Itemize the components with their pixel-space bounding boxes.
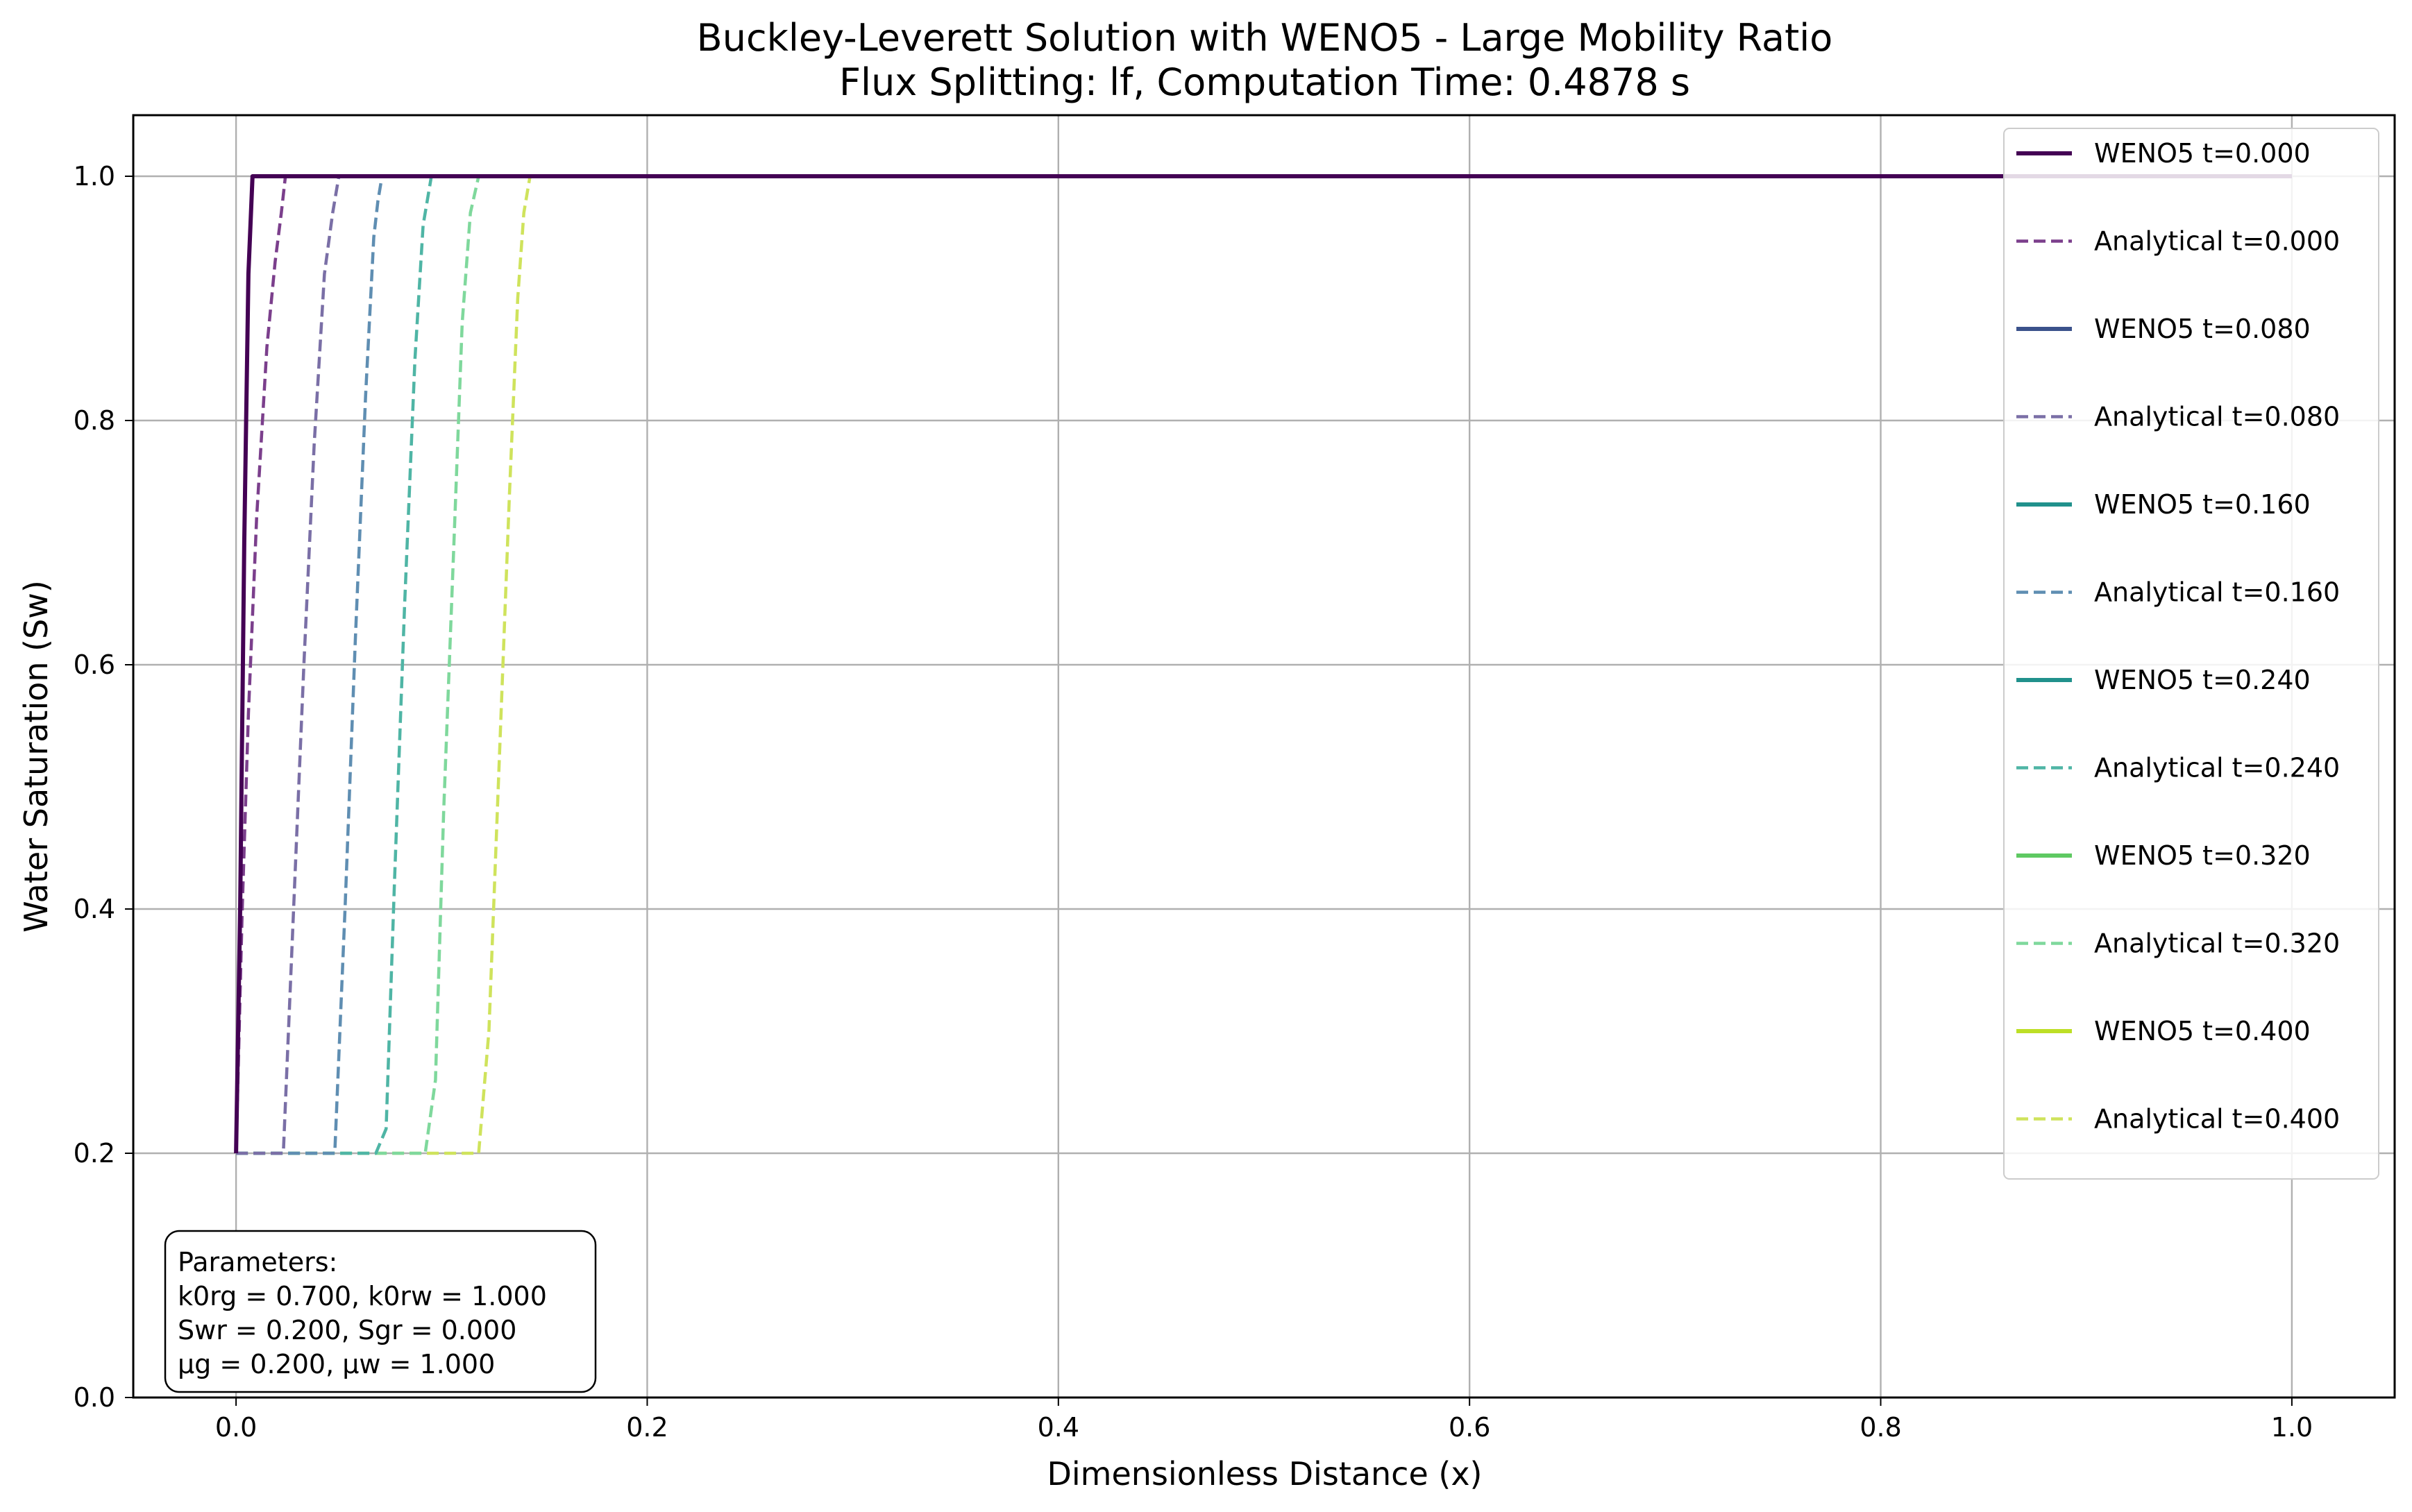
x-tick-label: 0.2 xyxy=(626,1412,668,1443)
parameters-line: Parameters: xyxy=(178,1247,337,1277)
legend-frame xyxy=(2003,128,2379,1180)
y-tick-label: 0.0 xyxy=(74,1382,115,1413)
x-tick-label: 0.6 xyxy=(1449,1412,1490,1443)
parameters-box-frame xyxy=(164,1230,597,1393)
chart-title: Buckley-Leverett Solution with WENO5 - L… xyxy=(697,16,1833,60)
y-axis-label: Water Saturation (Sw) xyxy=(17,580,55,933)
chart-subtitle: Flux Splitting: lf, Computation Time: 0.… xyxy=(839,60,1690,104)
legend-label: Analytical t=0.160 xyxy=(2094,577,2340,608)
series-line xyxy=(234,174,2292,1154)
legend-label: WENO5 t=0.080 xyxy=(2094,314,2311,344)
legend-label: Analytical t=0.000 xyxy=(2094,226,2340,257)
legend-label: WENO5 t=0.400 xyxy=(2094,1016,2311,1046)
y-tick-label: 0.2 xyxy=(74,1138,115,1169)
legend-label: WENO5 t=0.320 xyxy=(2094,840,2311,871)
y-axis-ticks: 0.0 0.2 0.4 0.6 0.8 1.0 xyxy=(74,161,133,1413)
x-tick-label: 0.8 xyxy=(1859,1412,1901,1443)
legend-label: Analytical t=0.240 xyxy=(2094,753,2340,783)
legend-label: Analytical t=0.400 xyxy=(2094,1104,2340,1135)
parameters-annotation: Parameters: k0rg = 0.700, k0rw = 1.000 Swr… xyxy=(164,1230,597,1393)
series-line xyxy=(236,174,2292,1155)
plot-area-frame xyxy=(132,114,2396,1399)
legend-label: WENO5 t=0.000 xyxy=(2094,138,2311,169)
y-tick-label: 0.8 xyxy=(74,405,115,436)
parameters-line: Swr = 0.200, Sgr = 0.000 xyxy=(178,1315,516,1345)
legend-label: WENO5 t=0.160 xyxy=(2094,489,2311,520)
series-layer xyxy=(234,174,2292,1155)
legend-label: Analytical t=0.080 xyxy=(2094,402,2340,432)
y-tick-label: 0.6 xyxy=(74,649,115,680)
y-tick-label: 1.0 xyxy=(74,161,115,192)
x-tick-label: 1.0 xyxy=(2271,1412,2313,1443)
series-line xyxy=(236,174,2292,1155)
x-axis-label: Dimensionless Distance (x) xyxy=(1047,1455,1482,1493)
legend-label: Analytical t=0.320 xyxy=(2094,928,2340,959)
series-line xyxy=(236,174,2292,1155)
y-tick-label: 0.4 xyxy=(74,894,115,924)
x-axis-ticks: 0.0 0.2 0.4 0.6 0.8 1.0 xyxy=(215,1398,2313,1443)
x-tick-label: 0.0 xyxy=(215,1412,257,1443)
legend: WENO5 t=0.000 Analytical t=0.000 WENO5 t=0… xyxy=(2003,128,2379,1180)
series-line xyxy=(236,174,2292,1155)
x-tick-label: 0.4 xyxy=(1038,1412,1079,1443)
series-line xyxy=(234,174,2292,1154)
parameters-line: μg = 0.200, μw = 1.000 xyxy=(178,1349,495,1379)
legend-label: WENO5 t=0.240 xyxy=(2094,665,2311,695)
parameters-line: k0rg = 0.700, k0rw = 1.000 xyxy=(178,1281,547,1311)
series-line xyxy=(236,174,2292,1155)
